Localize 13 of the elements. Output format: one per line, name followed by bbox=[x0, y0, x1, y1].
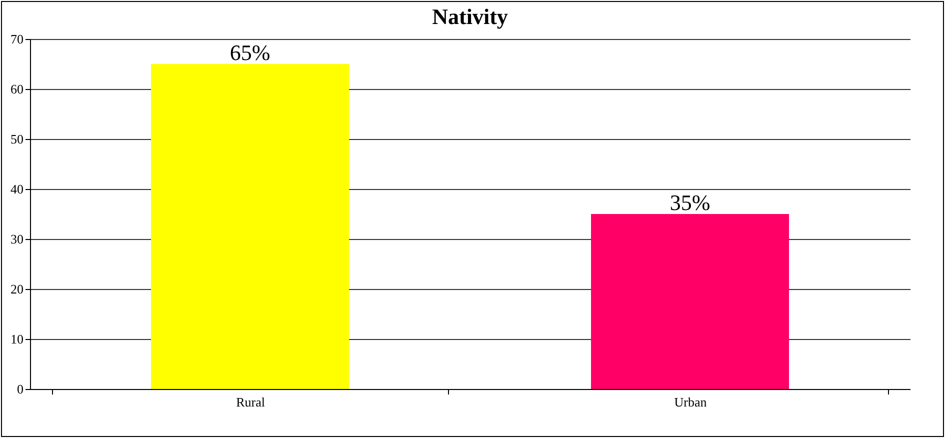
y-tick-label: 40 bbox=[10, 182, 24, 196]
y-tick-label: 20 bbox=[10, 282, 24, 296]
x-tick-label: Urban bbox=[674, 394, 708, 410]
data-label: 35% bbox=[670, 190, 710, 215]
y-tick-label: 70 bbox=[10, 32, 24, 46]
y-tick-label: 50 bbox=[10, 132, 24, 146]
y-tick-label: 60 bbox=[10, 82, 24, 96]
data-label: 65% bbox=[230, 40, 270, 65]
y-tick-label: 10 bbox=[10, 332, 24, 346]
y-tick-label: 0 bbox=[17, 382, 24, 396]
chart-title: Nativity bbox=[432, 4, 508, 29]
x-tick-label: Rural bbox=[236, 394, 266, 410]
y-tick-label: 30 bbox=[10, 232, 24, 246]
